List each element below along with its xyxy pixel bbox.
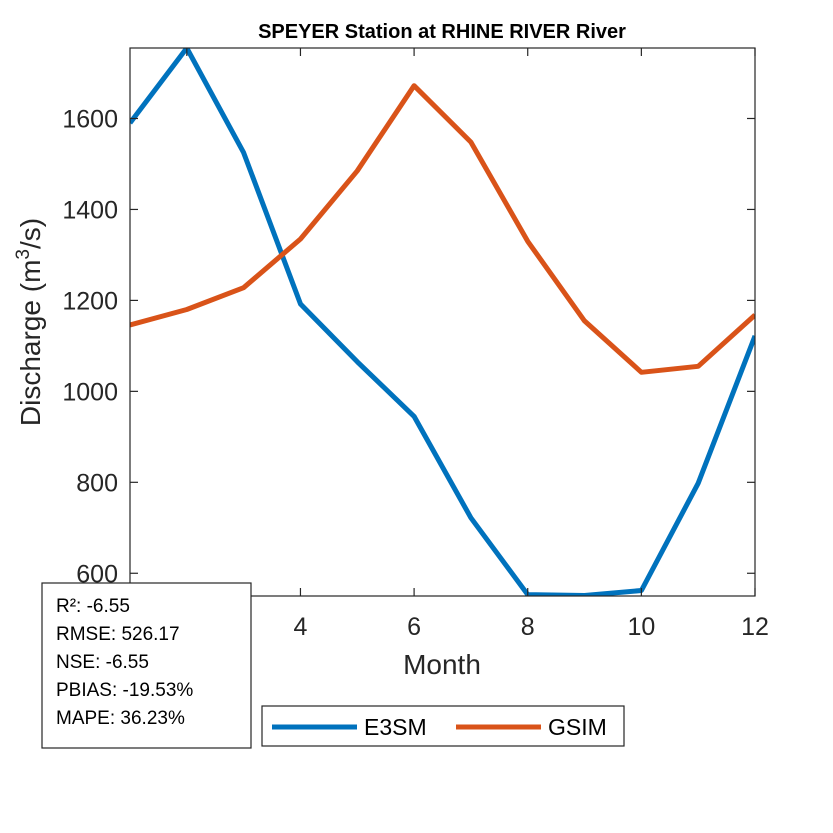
x-tick-label: 4 [294,613,308,641]
y-tick-label: 800 [76,469,118,497]
chart-title: SPEYER Station at RHINE RIVER River [258,21,626,43]
stats-pbias: PBIAS: -19.53% [56,680,193,701]
series-line-gsim [130,83,755,375]
series-line-e3sm [130,48,755,596]
y-tick-label: 1200 [62,287,118,315]
x-tick-label: 12 [741,613,769,641]
stats-r2: R²: -6.55 [56,596,130,617]
legend: E3SM GSIM [261,705,625,747]
y-tick-label: 1400 [62,196,118,224]
y-axis-label-superscript: 3 [13,249,34,260]
plot-frame [129,47,756,597]
x-tick-label: 6 [407,613,421,641]
stats-nse: NSE: -6.55 [56,652,149,673]
legend-label-e3sm: E3SM [364,714,427,740]
stats-mape: MAPE: 36.23% [56,708,185,729]
y-tick-label: 1000 [62,378,118,406]
x-tick-label: 10 [627,613,655,641]
y-tick-label: 1600 [62,105,118,133]
x-tick-label: 8 [521,613,535,641]
y-axis-label-suffix: /s) [15,218,46,249]
stats-box-frame [41,582,252,749]
legend-label-gsim: GSIM [548,714,607,740]
y-axis-label-prefix: Discharge (m [15,260,46,426]
x-axis-label: Month [403,649,481,680]
stats-box: R²: -6.55 RMSE: 526.17 NSE: -6.55 PBIAS:… [41,582,252,749]
y-axis-label: Discharge (m3/s) [13,218,46,426]
stats-rmse: RMSE: 526.17 [56,624,180,645]
